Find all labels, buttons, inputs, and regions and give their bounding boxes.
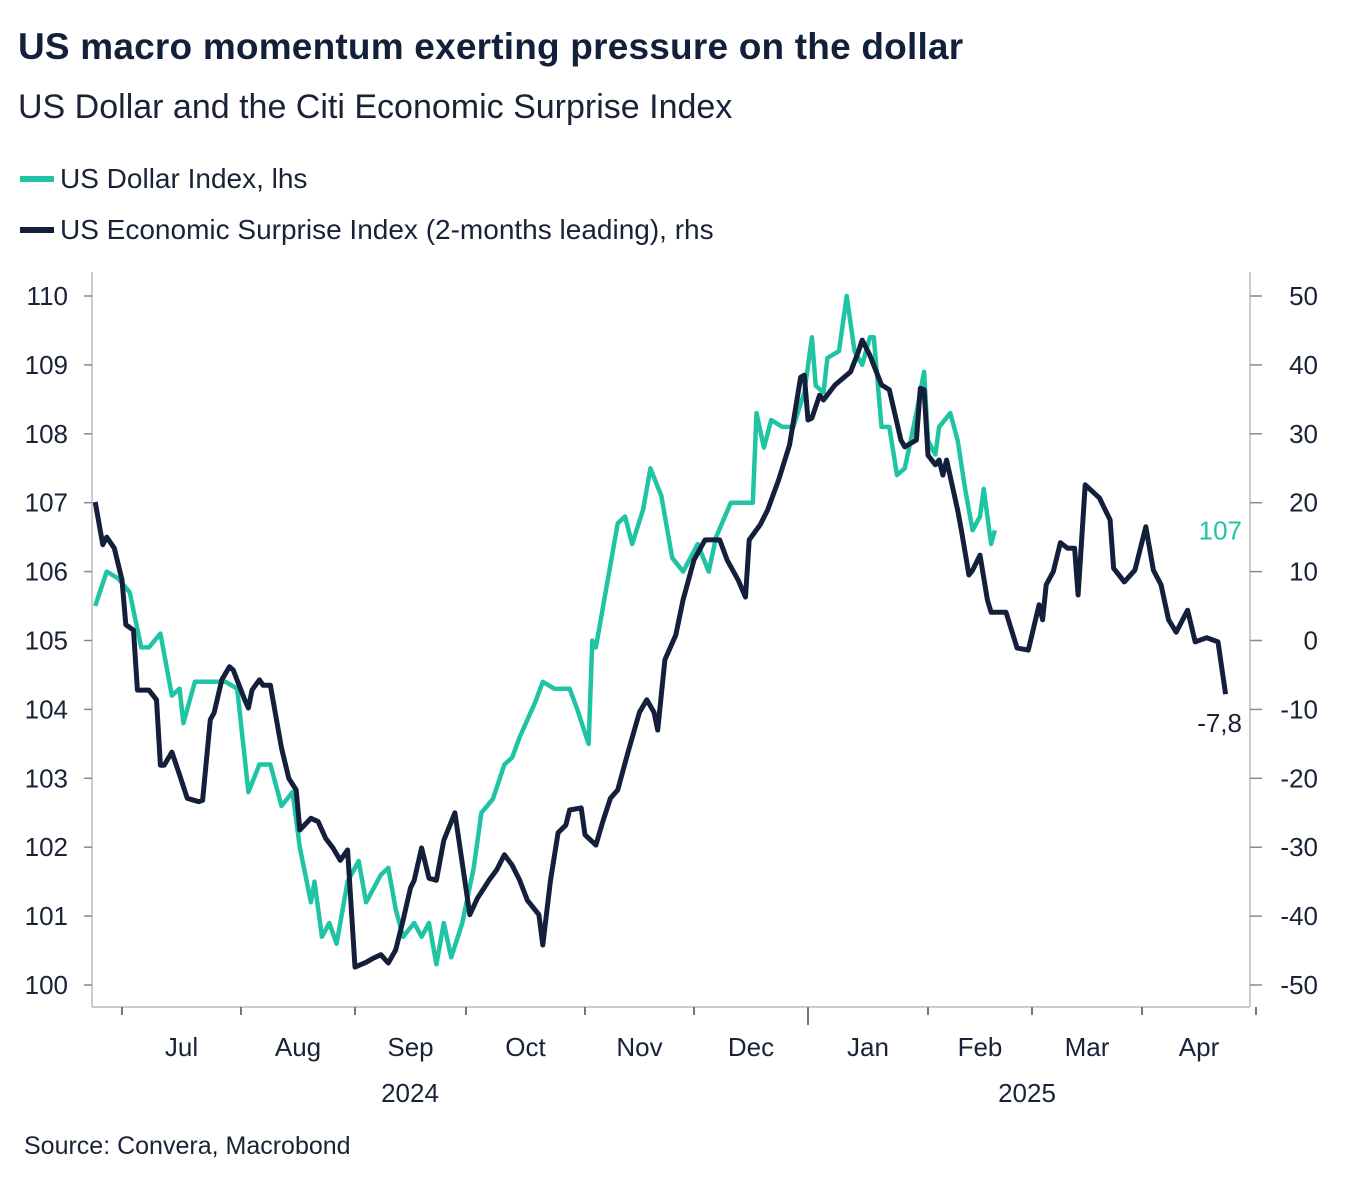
x-month-label: Jul [165, 1032, 198, 1062]
legend-item-dollar: US Dollar Index, lhs [20, 163, 307, 195]
right-tick-label: -20 [1280, 763, 1318, 793]
chart-subtitle: US Dollar and the Citi Economic Surprise… [18, 88, 733, 126]
right-tick-label: -40 [1280, 901, 1318, 931]
right-tick-label: 20 [1289, 488, 1318, 518]
right-tick-label: 10 [1289, 557, 1318, 587]
left-tick-label: 110 [27, 281, 68, 311]
left-tick-label: 108 [25, 419, 68, 449]
x-month-label: Jan [847, 1032, 889, 1062]
left-tick-label: 109 [25, 350, 68, 380]
left-tick-label: 106 [25, 557, 68, 587]
x-year-label: 2024 [381, 1078, 439, 1108]
source-note: Source: Convera, Macrobond [24, 1132, 351, 1160]
x-month-label: Sep [387, 1032, 433, 1062]
left-tick-label: 100 [25, 970, 68, 1000]
legend-item-surprise: US Economic Surprise Index (2-months lea… [20, 214, 714, 246]
surprise-end-label: -7,8 [1197, 708, 1242, 738]
x-month-label: Aug [275, 1032, 321, 1062]
legend-swatch-surprise [20, 227, 54, 233]
legend-label-dollar: US Dollar Index, lhs [60, 163, 308, 194]
dollar-index-line [93, 293, 998, 967]
surprise-index-line [92, 337, 1229, 970]
x-month-label: Apr [1179, 1032, 1220, 1062]
left-tick-label: 102 [25, 832, 68, 862]
left-tick-label: 105 [25, 626, 68, 656]
left-tick-label: 107 [25, 488, 68, 518]
x-month-label: Feb [958, 1032, 1003, 1062]
x-month-label: Mar [1065, 1032, 1110, 1062]
left-tick-label: 101 [25, 901, 68, 931]
right-tick-label: -50 [1280, 970, 1318, 1000]
right-tick-label: 30 [1289, 419, 1318, 449]
legend-label-surprise: US Economic Surprise Index (2-months lea… [60, 214, 714, 245]
x-year-label: 2025 [998, 1078, 1056, 1108]
x-month-label: Dec [728, 1032, 774, 1062]
left-tick-label: 104 [25, 694, 68, 724]
right-tick-label: 0 [1304, 626, 1318, 656]
x-month-label: Oct [505, 1032, 546, 1062]
left-tick-label: 103 [25, 763, 68, 793]
right-tick-label: -30 [1280, 832, 1318, 862]
chart-title: US macro momentum exerting pressure on t… [18, 26, 964, 67]
right-tick-label: 40 [1289, 350, 1318, 380]
dollar-end-label: 107 [1199, 515, 1242, 545]
legend-swatch-dollar [20, 176, 54, 182]
right-tick-label: 50 [1289, 281, 1318, 311]
x-month-label: Nov [616, 1032, 662, 1062]
right-tick-label: -10 [1280, 694, 1318, 724]
